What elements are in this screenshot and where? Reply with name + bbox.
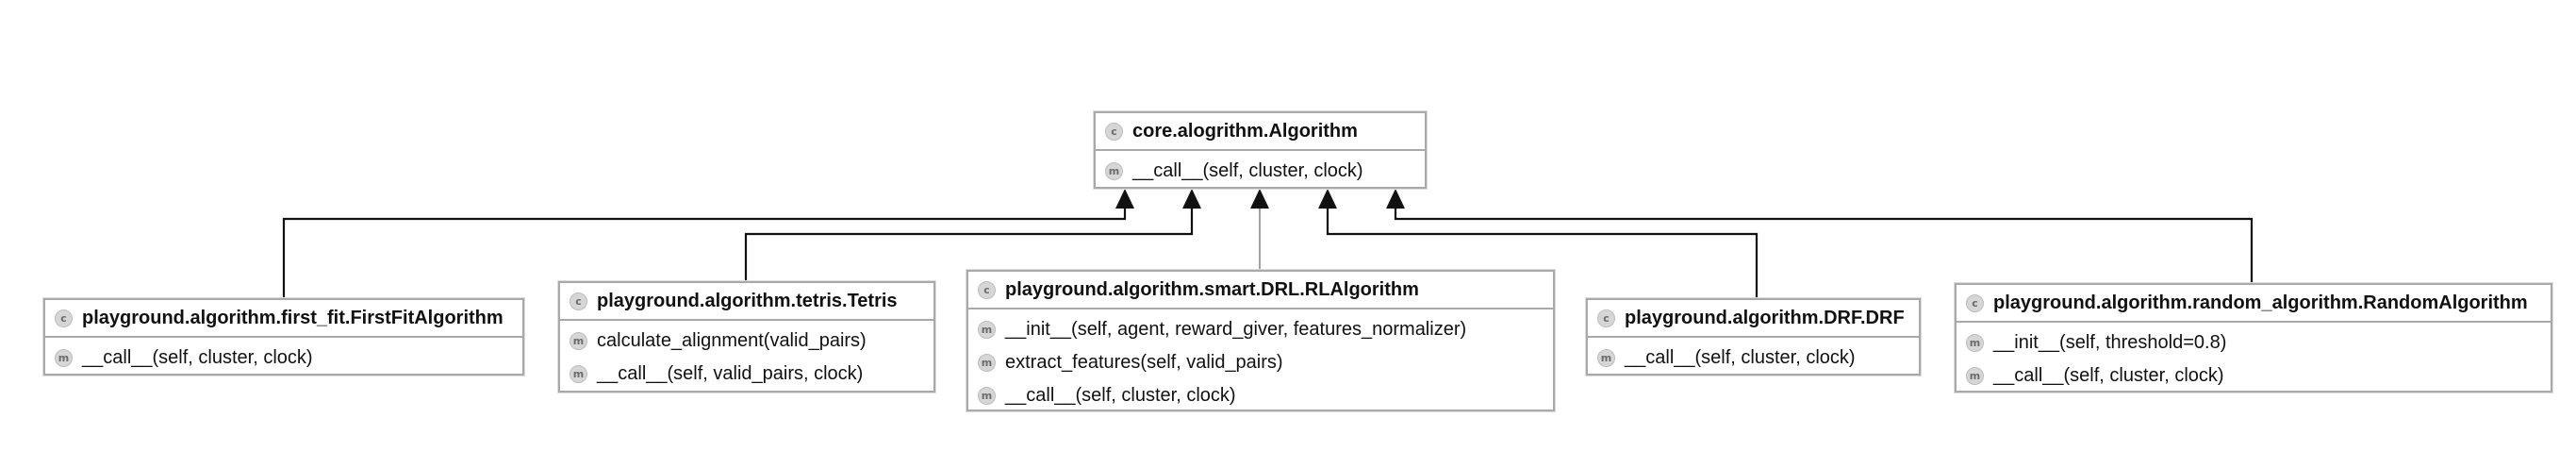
arrowhead-tetris (1182, 189, 1201, 209)
class-header: c playground.algorithm.DRF.DRF (1588, 300, 1919, 338)
method-signature: extract_features(self, valid_pairs) (1005, 352, 1283, 373)
method-signature: __call__(self, cluster, clock) (1993, 365, 2224, 386)
method-signature: __call__(self, cluster, clock) (1132, 160, 1363, 181)
class-header: c playground.algorithm.tetris.Tetris (560, 283, 933, 321)
arrowhead-rl (1250, 189, 1269, 209)
method-row[interactable]: m __call__(self, cluster, clock) (45, 342, 522, 375)
member-list: m __call__(self, cluster, clock) (1588, 338, 1919, 376)
method-row[interactable]: m __call__(self, valid_pairs, clock) (560, 358, 933, 391)
method-icon: m (1966, 367, 1984, 385)
method-signature: calculate_alignment(valid_pairs) (597, 330, 867, 351)
class-name: playground.algorithm.DRF.DRF (1625, 307, 1905, 328)
edge-random-to-algorithm (1394, 204, 2254, 283)
method-row[interactable]: m __call__(self, cluster, clock) (1957, 359, 2551, 393)
edge-first-fit-to-algorithm (282, 204, 1127, 298)
arrowhead-drf (1318, 189, 1337, 209)
method-row[interactable]: m extract_features(self, valid_pairs) (968, 346, 1553, 379)
member-list: m __call__(self, cluster, clock) (45, 338, 522, 376)
member-list: m calculate_alignment(valid_pairs) m __c… (560, 321, 933, 393)
method-signature: __call__(self, cluster, clock) (82, 347, 313, 368)
method-row[interactable]: m __init__(self, threshold=0.8) (1957, 326, 2551, 359)
class-icon: c (570, 292, 587, 310)
edge-tetris-to-algorithm (744, 204, 1194, 281)
class-icon: c (55, 309, 73, 327)
method-icon: m (55, 349, 73, 367)
class-icon: c (1966, 293, 1984, 312)
method-signature: __init__(self, threshold=0.8) (1993, 332, 2227, 353)
method-icon: m (978, 354, 996, 372)
method-row[interactable]: m calculate_alignment(valid_pairs) (560, 325, 933, 358)
class-header: c playground.algorithm.smart.DRL.RLAlgor… (968, 272, 1553, 309)
method-row[interactable]: m __call__(self, cluster, clock) (1588, 342, 1919, 375)
class-header: c core.alogrithm.Algorithm (1096, 113, 1425, 151)
class-name: core.alogrithm.Algorithm (1132, 120, 1358, 142)
class-box-algorithm[interactable]: c core.alogrithm.Algorithm m __call__(se… (1094, 111, 1427, 189)
class-header: c playground.algorithm.first_fit.FirstFi… (45, 300, 522, 338)
method-signature: __call__(self, cluster, clock) (1625, 347, 1856, 368)
arrowhead-random (1386, 189, 1405, 209)
class-name: playground.algorithm.tetris.Tetris (597, 290, 898, 311)
class-name: playground.algorithm.smart.DRL.RLAlgorit… (1005, 278, 1419, 300)
method-signature: __init__(self, agent, reward_giver, feat… (1005, 319, 1467, 340)
method-row[interactable]: m __call__(self, cluster, clock) (1096, 155, 1425, 188)
class-name: playground.algorithm.random_algorithm.Ra… (1993, 292, 2528, 313)
member-list: m __call__(self, cluster, clock) (1096, 151, 1425, 190)
arrowhead-first-fit (1115, 189, 1134, 209)
class-name: playground.algorithm.first_fit.FirstFitA… (82, 307, 504, 328)
class-box-drf[interactable]: c playground.algorithm.DRF.DRF m __call_… (1586, 298, 1921, 376)
class-icon: c (1105, 122, 1123, 141)
edge-drf-to-algorithm (1326, 204, 1759, 298)
class-box-first-fit[interactable]: c playground.algorithm.first_fit.FirstFi… (43, 298, 524, 376)
method-signature: __call__(self, valid_pairs, clock) (597, 363, 864, 384)
method-icon: m (978, 387, 996, 405)
method-icon: m (1966, 334, 1984, 352)
class-icon: c (1597, 309, 1615, 327)
method-row[interactable]: m __init__(self, agent, reward_giver, fe… (968, 313, 1553, 346)
method-icon: m (1597, 349, 1615, 367)
method-icon: m (978, 321, 996, 339)
method-icon: m (570, 332, 587, 350)
class-box-tetris[interactable]: c playground.algorithm.tetris.Tetris m c… (558, 281, 935, 393)
member-list: m __init__(self, agent, reward_giver, fe… (968, 309, 1553, 414)
class-box-random-algorithm[interactable]: c playground.algorithm.random_algorithm.… (1955, 283, 2552, 393)
class-header: c playground.algorithm.random_algorithm.… (1957, 285, 2551, 323)
method-signature: __call__(self, cluster, clock) (1005, 385, 1236, 406)
method-icon: m (570, 365, 587, 383)
method-icon: m (1105, 162, 1123, 180)
class-box-rl-algorithm[interactable]: c playground.algorithm.smart.DRL.RLAlgor… (966, 270, 1555, 411)
class-icon: c (978, 280, 996, 299)
member-list: m __init__(self, threshold=0.8) m __call… (1957, 323, 2551, 394)
method-row[interactable]: m __call__(self, cluster, clock) (968, 379, 1553, 412)
